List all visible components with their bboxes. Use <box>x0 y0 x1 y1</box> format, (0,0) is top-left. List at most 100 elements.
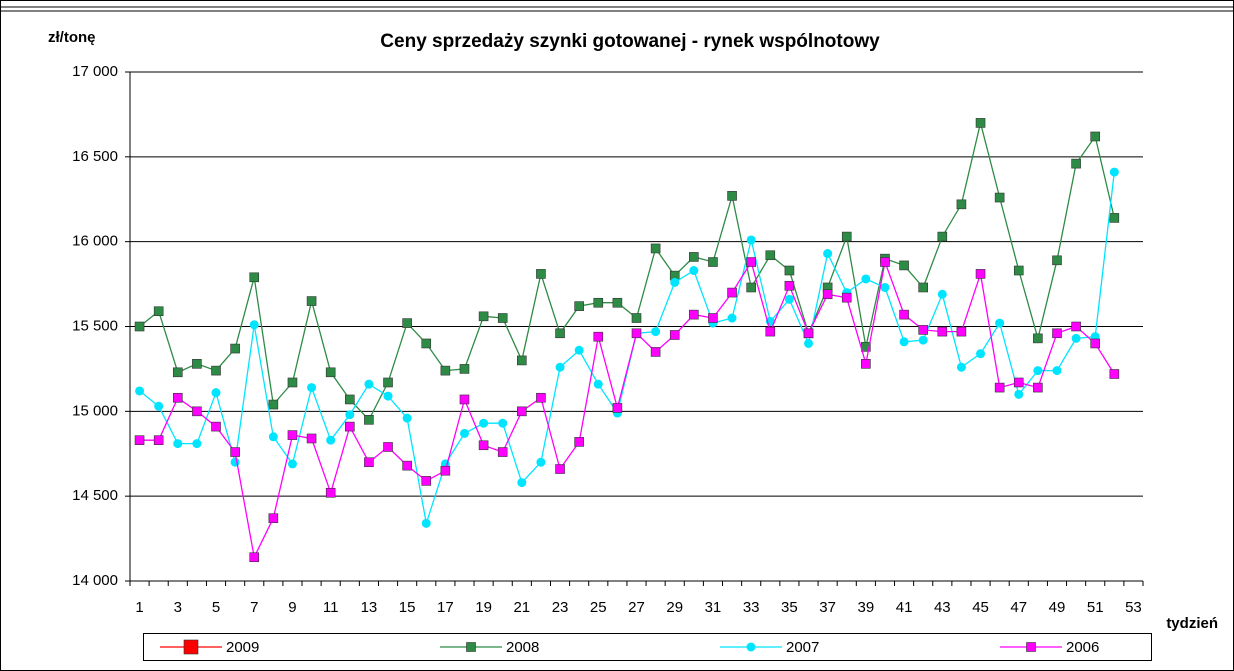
data-point <box>287 377 298 388</box>
data-point <box>650 347 661 357</box>
data-point <box>440 365 451 376</box>
x-tick-label: 43 <box>934 599 951 616</box>
data-point <box>555 328 565 339</box>
data-point <box>153 306 164 317</box>
data-point <box>650 243 661 254</box>
x-tick-label: 37 <box>819 599 836 616</box>
data-point <box>230 447 240 457</box>
data-point <box>326 435 336 445</box>
x-tick-label: 1 <box>135 599 143 616</box>
x-tick-label: 35 <box>781 599 798 616</box>
data-point <box>689 266 699 276</box>
data-point <box>364 415 374 425</box>
data-point <box>325 487 336 498</box>
data-point <box>918 282 928 293</box>
data-point <box>574 345 584 355</box>
data-point <box>1014 389 1024 399</box>
y-tick-label: 16 500 <box>72 148 118 165</box>
x-axis-label: tydzień <box>1166 615 1218 632</box>
data-point <box>937 326 948 337</box>
legend-label: 2008 <box>506 639 539 656</box>
data-point <box>364 457 374 468</box>
data-point <box>345 394 355 405</box>
data-point <box>555 464 565 474</box>
data-point <box>211 388 221 398</box>
data-point <box>421 476 432 486</box>
x-tick-label: 49 <box>1049 599 1066 616</box>
data-point <box>708 313 718 323</box>
data-point <box>192 439 202 449</box>
data-point <box>478 311 489 322</box>
data-point <box>402 318 412 328</box>
data-point <box>994 382 1005 393</box>
data-point <box>841 231 852 242</box>
data-point <box>517 478 527 488</box>
data-point <box>364 379 374 389</box>
y-tick-label: 16 000 <box>72 233 118 250</box>
data-point <box>440 465 451 476</box>
data-point <box>689 309 699 320</box>
legend <box>143 633 1152 661</box>
data-point <box>593 331 604 342</box>
data-point <box>727 287 737 298</box>
x-tick-label: 27 <box>628 599 645 616</box>
x-tick-label: 25 <box>590 599 607 616</box>
data-point <box>593 379 603 389</box>
data-point <box>497 447 508 457</box>
data-point <box>631 328 642 339</box>
x-tick-label: 31 <box>705 599 722 616</box>
data-point <box>804 338 814 348</box>
x-tick-label: 23 <box>552 599 569 616</box>
data-point <box>383 377 393 388</box>
data-point <box>517 355 527 366</box>
x-tick-label: 53 <box>1125 599 1142 616</box>
data-point <box>1071 321 1081 332</box>
data-point <box>172 392 183 403</box>
data-point <box>306 433 317 444</box>
data-point <box>307 383 317 393</box>
data-point <box>306 296 317 306</box>
data-point <box>134 321 145 332</box>
data-point <box>478 440 489 451</box>
data-point <box>192 359 202 369</box>
x-tick-label: 39 <box>858 599 875 616</box>
data-point <box>1052 255 1062 266</box>
data-point <box>134 435 145 445</box>
data-point <box>211 421 221 432</box>
legend-label: 2007 <box>786 639 819 656</box>
data-point <box>784 294 794 304</box>
data-point <box>861 274 871 284</box>
x-tick-label: 47 <box>1010 599 1027 616</box>
data-point <box>1109 213 1120 223</box>
x-tick-label: 33 <box>743 599 760 616</box>
legend-label: 2009 <box>226 639 259 656</box>
data-point <box>746 235 756 245</box>
data-point <box>402 413 412 423</box>
data-point <box>956 326 967 337</box>
legend-marker <box>746 642 756 652</box>
data-point <box>708 257 718 267</box>
x-tick-label: 5 <box>212 599 220 616</box>
x-tick-label: 15 <box>399 599 416 616</box>
data-point <box>822 289 833 300</box>
data-point <box>1033 366 1043 376</box>
data-point <box>249 552 260 563</box>
y-tick-label: 17 000 <box>72 63 118 80</box>
data-point <box>976 349 986 359</box>
data-point <box>612 403 623 413</box>
data-point <box>1090 338 1101 349</box>
data-point <box>880 282 890 292</box>
data-point <box>918 335 928 345</box>
data-point <box>249 320 259 330</box>
data-point <box>536 392 546 403</box>
data-point <box>1013 377 1024 388</box>
x-tick-label: 41 <box>896 599 913 616</box>
legend-marker <box>466 642 476 652</box>
x-tick-label: 17 <box>437 599 454 616</box>
data-point <box>497 313 508 323</box>
data-point <box>899 309 909 320</box>
x-tick-label: 7 <box>250 599 258 616</box>
x-tick-label: 21 <box>513 599 530 616</box>
x-tick-label: 11 <box>323 599 339 616</box>
